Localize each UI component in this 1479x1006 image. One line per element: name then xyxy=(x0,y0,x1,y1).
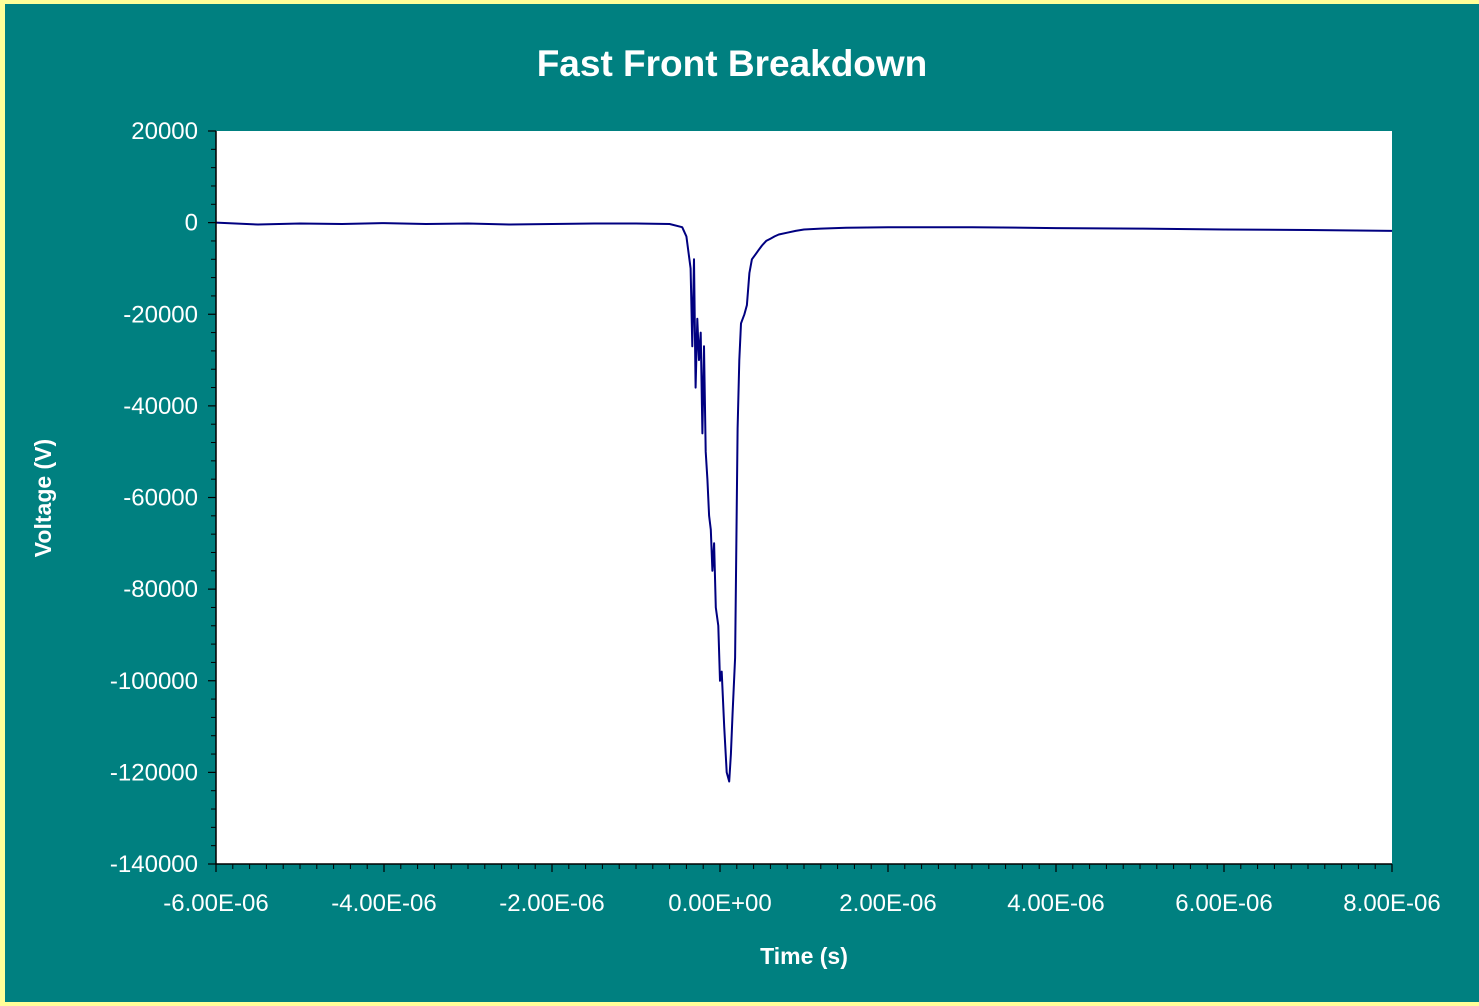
series-layer xyxy=(215,221,1393,783)
chart-title: Fast Front Breakdown xyxy=(537,43,928,84)
y-tick-label: 0 xyxy=(185,210,198,237)
y-tick-label: -100000 xyxy=(110,668,198,695)
y-tick-label: -40000 xyxy=(123,393,198,420)
chart-svg: Fast Front Breakdown 20000 0 -20000 -40000 -… xyxy=(30,43,1441,969)
y-axis-title: Voltage (V) xyxy=(30,439,56,557)
y-tick-label: -120000 xyxy=(110,759,198,786)
x-tick-label: -6.00E-06 xyxy=(163,890,268,917)
x-tick-label: 4.00E-06 xyxy=(1007,890,1104,917)
y-tick-label: -20000 xyxy=(123,301,198,328)
x-tick-label: -2.00E-06 xyxy=(499,890,604,917)
x-axis-title: Time (s) xyxy=(760,943,848,969)
y-tick-label: -80000 xyxy=(123,576,198,603)
chart-frame: Fast Front Breakdown 20000 0 -20000 -40000 -… xyxy=(5,4,1479,1002)
y-tick-label: -140000 xyxy=(110,851,198,878)
y-ticks: 20000 0 -20000 -40000 -60000 -80000 -100000 -12… xyxy=(110,118,216,878)
plot-area xyxy=(216,131,1392,864)
y-tick-label: -60000 xyxy=(123,485,198,512)
y-tick-label: 20000 xyxy=(131,118,198,145)
x-tick-label: -4.00E-06 xyxy=(331,890,436,917)
x-tick-label: 2.00E-06 xyxy=(839,890,936,917)
x-ticks: -6.00E-06 -4.00E-06 -2.00E-06 0.00E+00 2.00E… xyxy=(163,864,1441,917)
x-tick-label: 0.00E+00 xyxy=(668,890,771,917)
voltage-series-line xyxy=(215,221,1393,783)
x-tick-label: 6.00E-06 xyxy=(1175,890,1272,917)
x-tick-label: 8.00E-06 xyxy=(1343,890,1440,917)
